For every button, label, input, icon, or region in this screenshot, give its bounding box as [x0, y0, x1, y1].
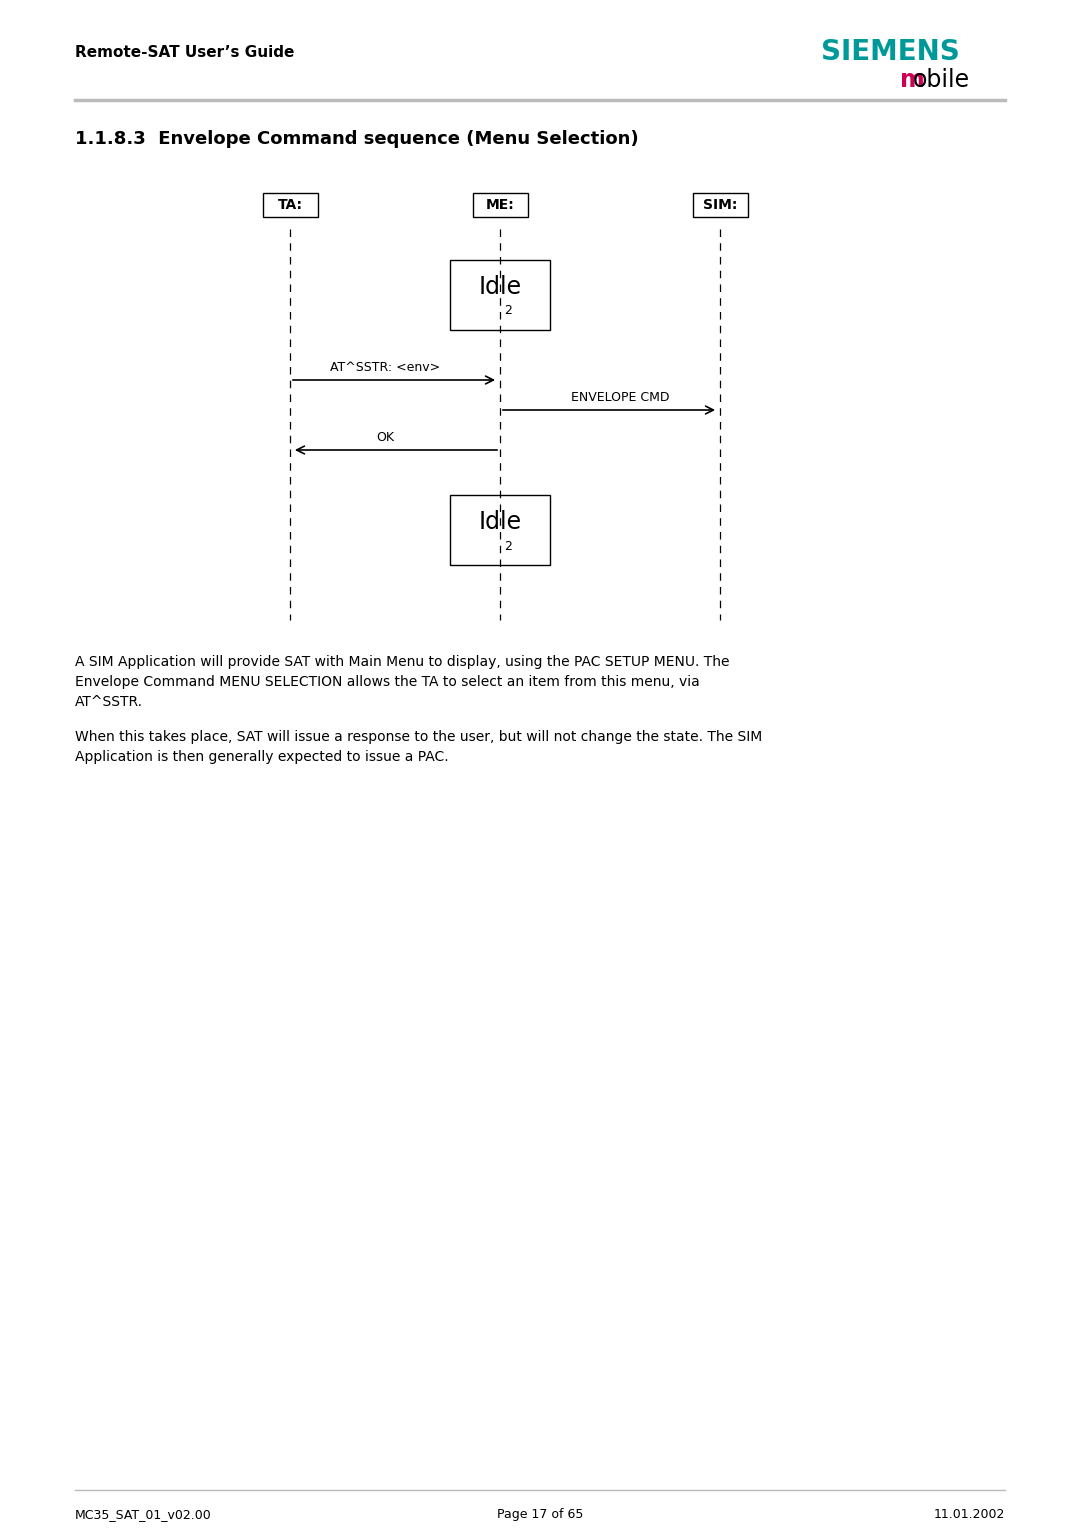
- Text: A SIM Application will provide SAT with Main Menu to display, using the PAC SETU: A SIM Application will provide SAT with …: [75, 656, 729, 709]
- Bar: [692, 193, 747, 217]
- Text: When this takes place, SAT will issue a response to the user, but will not chang: When this takes place, SAT will issue a …: [75, 730, 762, 764]
- Text: ME:: ME:: [486, 199, 514, 212]
- Text: 11.01.2002: 11.01.2002: [933, 1508, 1005, 1520]
- Text: obile: obile: [913, 69, 970, 92]
- Text: AT^SSTR: <env>: AT^SSTR: <env>: [329, 361, 440, 374]
- Text: 2: 2: [504, 539, 512, 553]
- Bar: [262, 193, 318, 217]
- Text: SIM:: SIM:: [703, 199, 738, 212]
- Bar: [450, 495, 550, 565]
- Text: Idle: Idle: [478, 275, 522, 299]
- Text: OK: OK: [376, 431, 394, 445]
- Text: Idle: Idle: [478, 510, 522, 533]
- Text: 1.1.8.3  Envelope Command sequence (Menu Selection): 1.1.8.3 Envelope Command sequence (Menu …: [75, 130, 638, 148]
- Text: SIEMENS: SIEMENS: [821, 38, 960, 66]
- Text: MC35_SAT_01_v02.00: MC35_SAT_01_v02.00: [75, 1508, 212, 1520]
- Text: ENVELOPE CMD: ENVELOPE CMD: [570, 391, 670, 403]
- Text: TA:: TA:: [278, 199, 302, 212]
- Text: 2: 2: [504, 304, 512, 318]
- Text: m: m: [900, 69, 924, 92]
- Bar: [450, 260, 550, 330]
- Bar: [473, 193, 527, 217]
- Text: Remote-SAT User’s Guide: Remote-SAT User’s Guide: [75, 44, 295, 60]
- Text: Page 17 of 65: Page 17 of 65: [497, 1508, 583, 1520]
